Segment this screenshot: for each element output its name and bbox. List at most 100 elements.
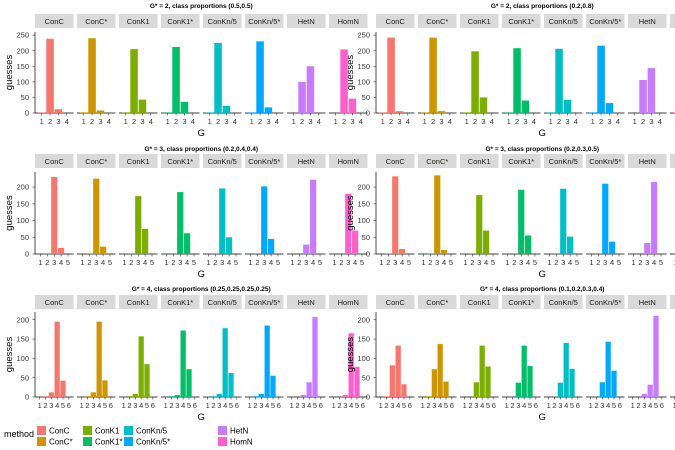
x-tick-label: 6	[235, 401, 239, 410]
x-tick-label: 6	[319, 401, 323, 410]
x-tick-label: 3	[308, 117, 312, 126]
x-tick-label: 3	[481, 117, 485, 126]
x-tick-label: 5	[402, 401, 406, 410]
facet-strip-label: ConK1	[468, 298, 491, 307]
facet-strip	[376, 295, 415, 309]
x-tick-label: 6	[151, 401, 155, 410]
x-tick-label: 5	[271, 401, 275, 410]
bar	[651, 182, 658, 254]
x-tick-label: 2	[342, 117, 346, 126]
bar	[172, 46, 180, 114]
bar	[513, 48, 521, 114]
facet-strip-label: ConKn/5	[549, 17, 578, 26]
facet-strip-label: ConKn/5*	[248, 157, 280, 166]
bar	[401, 384, 407, 397]
facet-strip	[460, 154, 499, 168]
x-tick-label: 4	[227, 258, 231, 267]
x-tick-label: 2	[473, 117, 477, 126]
bar	[48, 392, 54, 397]
x-tick-label: 5	[103, 401, 107, 410]
x-tick-label: 6	[534, 401, 538, 410]
facet-strip-label: ConC	[386, 298, 406, 307]
x-tick-label: 2	[552, 401, 556, 410]
y-tick-label: 50	[21, 373, 29, 382]
x-tick-label: 2	[255, 258, 259, 267]
x-tick-label: 4	[269, 258, 273, 267]
x-tick-label: 4	[59, 258, 63, 267]
legend-swatch	[218, 437, 227, 446]
bar	[44, 253, 51, 254]
facet-strip-label: HetN	[639, 298, 656, 307]
x-tick-label: 5	[360, 258, 364, 267]
x-tick-label: 5	[355, 401, 359, 410]
x-tick-label: 2	[431, 117, 435, 126]
x-tick-label: 1	[589, 401, 593, 410]
x-tick-label: 3	[217, 401, 221, 410]
bar	[268, 238, 275, 254]
legend-swatch	[83, 426, 92, 435]
x-tick-label: 3	[301, 401, 305, 410]
x-tick-label: 2	[174, 117, 178, 126]
x-tick-label: 1	[80, 258, 84, 267]
bar	[639, 79, 647, 113]
facet-strip	[245, 295, 284, 309]
x-axis-title: G	[198, 128, 205, 139]
facet-strip	[35, 295, 74, 309]
x-tick-label: 5	[192, 258, 196, 267]
x-tick-label: 4	[606, 401, 610, 410]
bar	[96, 321, 102, 397]
bar	[597, 45, 605, 114]
bar	[340, 49, 348, 113]
bar	[348, 98, 357, 113]
x-tick-label: 1	[248, 401, 252, 410]
bar	[100, 246, 107, 254]
bar	[437, 111, 446, 113]
x-tick-label: 3	[94, 258, 98, 267]
x-tick-label: 5	[313, 401, 317, 410]
x-tick-label: 2	[512, 258, 516, 267]
bar	[180, 101, 189, 113]
bar	[429, 37, 437, 113]
bar	[441, 249, 448, 254]
x-tick-label: 1	[463, 258, 467, 267]
x-tick-label: 6	[408, 401, 412, 410]
y-tick-label: 150	[357, 199, 370, 208]
x-tick-label: 3	[49, 401, 53, 410]
x-tick-label: 5	[654, 401, 658, 410]
facet-strip	[418, 295, 457, 309]
x-tick-label: 4	[353, 258, 357, 267]
facet-strip	[376, 14, 415, 28]
bar	[212, 253, 219, 254]
x-tick-label: 4	[396, 401, 400, 410]
x-tick-label: 5	[575, 258, 579, 267]
x-tick-label: 2	[169, 401, 173, 410]
y-tick-label: 100	[357, 216, 370, 225]
x-tick-label: 5	[617, 258, 621, 267]
x-axis-title: G	[539, 128, 546, 139]
facet-strip-label: HomN	[338, 17, 359, 26]
x-tick-label: 4	[139, 401, 143, 410]
bar	[511, 253, 518, 254]
facet-strip-label: HetN	[298, 17, 315, 26]
bar	[42, 396, 49, 397]
bar	[392, 176, 399, 254]
facet-strip-label: ConK1	[127, 298, 150, 307]
facet-strip	[376, 154, 415, 168]
x-tick-label: 5	[318, 258, 322, 267]
facet-strip	[77, 154, 116, 168]
facet-strip-label: ConC	[45, 157, 65, 166]
x-tick-label: 3	[432, 401, 436, 410]
x-tick-label: 3	[350, 117, 354, 126]
y-tick-label: 0	[366, 109, 370, 118]
x-axis-title: G	[198, 269, 205, 280]
legend-swatch	[37, 437, 46, 446]
y-axis-title: guesses	[4, 337, 15, 373]
x-tick-label: 3	[516, 401, 520, 410]
bar	[306, 382, 312, 397]
bar	[555, 48, 563, 114]
x-tick-label: 2	[554, 258, 558, 267]
x-tick-label: 6	[67, 401, 71, 410]
facet-strip-label: ConK1*	[167, 17, 193, 26]
x-tick-label: 5	[407, 258, 411, 267]
bar	[653, 315, 659, 397]
